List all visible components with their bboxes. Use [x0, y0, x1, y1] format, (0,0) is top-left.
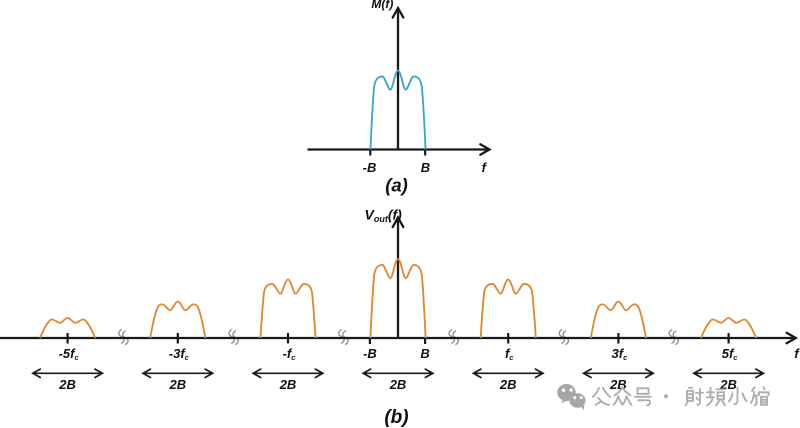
svg-text:M(f): M(f): [371, 0, 393, 11]
svg-text:2B: 2B: [389, 377, 407, 392]
svg-text:-3fc: -3fc: [169, 346, 190, 362]
svg-text:-B: -B: [363, 160, 377, 175]
svg-text:2B: 2B: [58, 377, 76, 392]
svg-text:2B: 2B: [279, 377, 297, 392]
svg-text:B: B: [421, 160, 430, 175]
svg-text:f: f: [794, 346, 800, 361]
svg-text:(b): (b): [384, 407, 408, 428]
svg-text:2B: 2B: [719, 377, 737, 392]
svg-text:2B: 2B: [499, 377, 517, 392]
svg-text:-5fc: -5fc: [59, 346, 80, 362]
svg-text:-B: -B: [363, 346, 377, 361]
svg-text:(a): (a): [385, 175, 408, 196]
svg-text:B: B: [420, 346, 429, 361]
svg-text:2B: 2B: [168, 377, 186, 392]
svg-text:fc: fc: [505, 346, 514, 362]
svg-text:f: f: [482, 160, 488, 175]
